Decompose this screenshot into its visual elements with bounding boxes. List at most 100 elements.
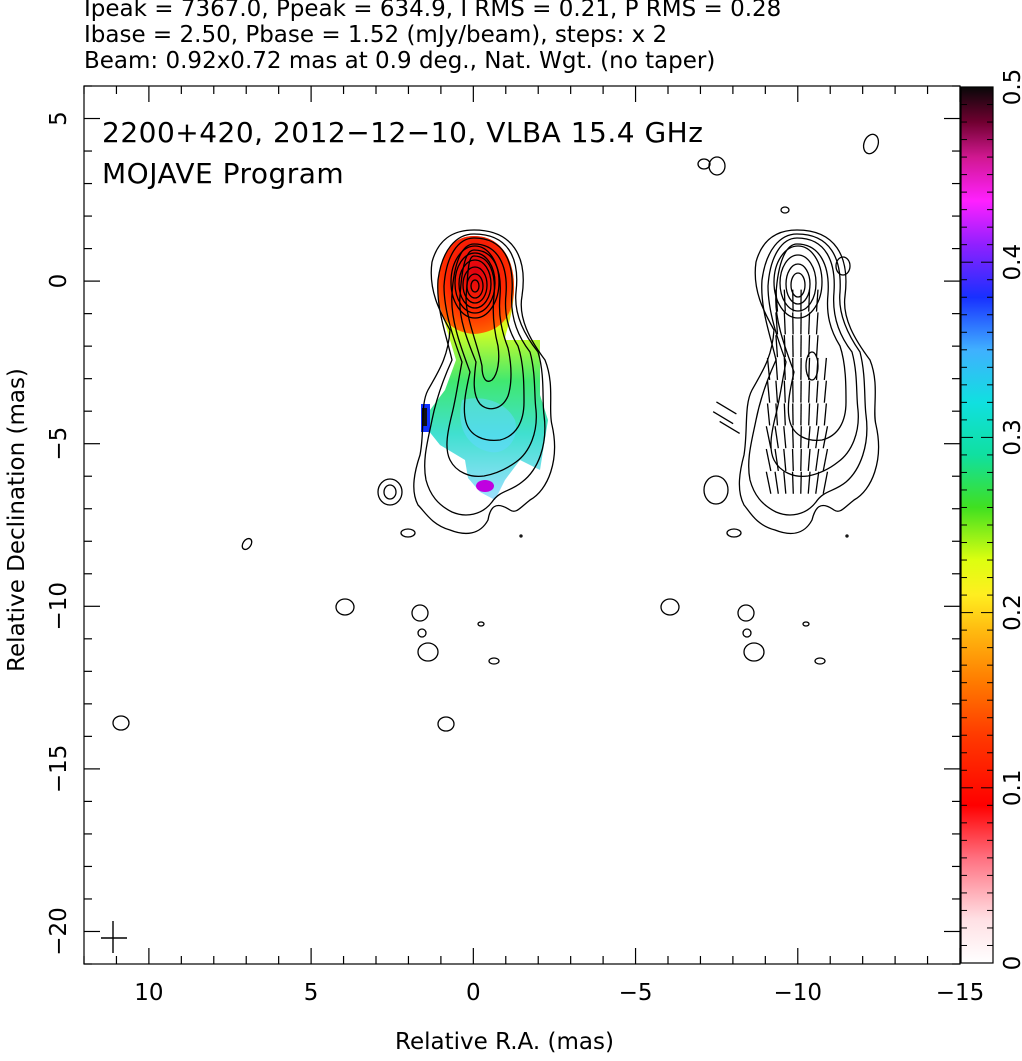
contour-9: [458, 259, 492, 309]
evpa-vector: [822, 426, 829, 449]
component: [862, 133, 880, 155]
component: [241, 537, 253, 551]
evpa-vector: [815, 448, 820, 472]
x-tick-label: −5: [619, 980, 653, 1006]
contour-8: [454, 252, 496, 314]
contour-7: [450, 245, 500, 319]
evpa-vectors: [712, 289, 829, 494]
y-tick-label: −5: [46, 427, 72, 461]
component: [400, 528, 416, 538]
evpa-vector: [815, 312, 819, 335]
component: [112, 715, 130, 731]
evpa-vector: [775, 335, 779, 358]
core-polarization-fill: [438, 236, 515, 334]
colorbar-tick-label: 0: [1000, 956, 1022, 971]
component: [814, 657, 826, 665]
component: [477, 621, 485, 627]
evpa-vector: [808, 403, 811, 426]
x-tick-label: 5: [304, 980, 319, 1006]
contour-r4: [775, 243, 847, 442]
program-annotation: MOJAVE Program: [102, 157, 345, 190]
evpa-vector: [808, 312, 811, 335]
contours-left: [112, 229, 556, 732]
component: [519, 534, 523, 538]
evpa-vector: [712, 411, 734, 425]
evpa-vector: [800, 471, 802, 494]
component: [383, 484, 397, 500]
y-tick-label: −10: [46, 582, 72, 631]
evpa-vector: [775, 289, 779, 312]
component: [437, 716, 455, 732]
colorbar-axis: 0 0.1 0.2 0.3 0.4 0.5: [961, 69, 1022, 971]
contour-2: [424, 233, 546, 516]
evpa-vector: [791, 471, 794, 494]
evpa-vector: [766, 403, 771, 426]
component: [417, 628, 427, 638]
component: [802, 621, 810, 627]
evpa-vector: [822, 471, 829, 494]
evpa-vector: [774, 426, 779, 449]
component: [703, 475, 729, 505]
evpa-vector: [815, 335, 819, 358]
component: [411, 604, 429, 622]
y-tick-label: 0: [46, 274, 72, 289]
colorbar-tick-label: 0.1: [1000, 770, 1022, 807]
contour-1: [413, 229, 556, 535]
evpa-vector: [808, 357, 811, 380]
component: [417, 642, 439, 662]
evpa-vector: [775, 403, 779, 426]
evpa-vector: [783, 335, 786, 358]
component: [743, 642, 765, 662]
y-tick-label: −15: [46, 745, 72, 794]
contour-r2: [748, 233, 868, 516]
plot-frame: [83, 85, 961, 965]
component: [742, 628, 752, 638]
evpa-vector: [815, 426, 820, 449]
contour-r6: [779, 254, 817, 312]
contour-r1: [738, 229, 880, 535]
x-tick-label: 0: [466, 980, 481, 1006]
header-base-line: Ibase = 2.50, Pbase = 1.52 (mJy/beam), s…: [84, 22, 668, 48]
colorbar-tick-label: 0.3: [1000, 419, 1022, 456]
evpa-vector: [808, 380, 811, 403]
contour-r3: [767, 237, 859, 478]
evpa-vector: [783, 403, 786, 426]
component: [488, 657, 500, 665]
evpa-vector: [823, 357, 828, 380]
evpa-vector: [815, 380, 819, 403]
evpa-vector: [815, 357, 819, 380]
jet-tip-magenta: [476, 480, 494, 492]
evpa-vector: [800, 448, 802, 471]
contour-4: [451, 243, 525, 442]
beam-marker: [101, 921, 127, 953]
evpa-vector: [808, 289, 811, 312]
evpa-vector: [783, 471, 787, 494]
x-tick-label: 10: [134, 980, 163, 1006]
y-axis-label-wrap: Relative Declination (mas): [2, 330, 32, 710]
evpa-vector: [823, 403, 828, 426]
evpa-vector: [765, 426, 772, 449]
evpa-vector: [808, 335, 811, 358]
component: [697, 158, 711, 170]
evpa-vector: [815, 471, 820, 494]
colorbar-tick-label: 0.2: [1000, 594, 1022, 631]
axes: 10 5 0 −5 −10 −15 5 0 −5 −10 −15 −20: [46, 85, 985, 1006]
contour-r7: [785, 263, 811, 305]
evpa-vector: [716, 401, 737, 415]
component: [335, 598, 355, 616]
source-annotation: 2200+420, 2012−12−10, VLBA 15.4 GHz: [102, 116, 704, 149]
x-tick-label: −15: [936, 980, 985, 1006]
evpa-vector: [791, 448, 794, 471]
contour-r5: [773, 245, 823, 319]
evpa-vector: [807, 448, 811, 472]
evpa-vector: [823, 380, 828, 403]
evpa-vector: [822, 448, 829, 472]
evpa-vector: [719, 420, 740, 435]
evpa-vector: [774, 471, 779, 494]
evpa-vector: [791, 426, 794, 449]
contour-r8: [790, 272, 806, 298]
contour-10: [462, 266, 488, 304]
component: [780, 206, 790, 214]
y-tick-label: 5: [46, 111, 72, 126]
